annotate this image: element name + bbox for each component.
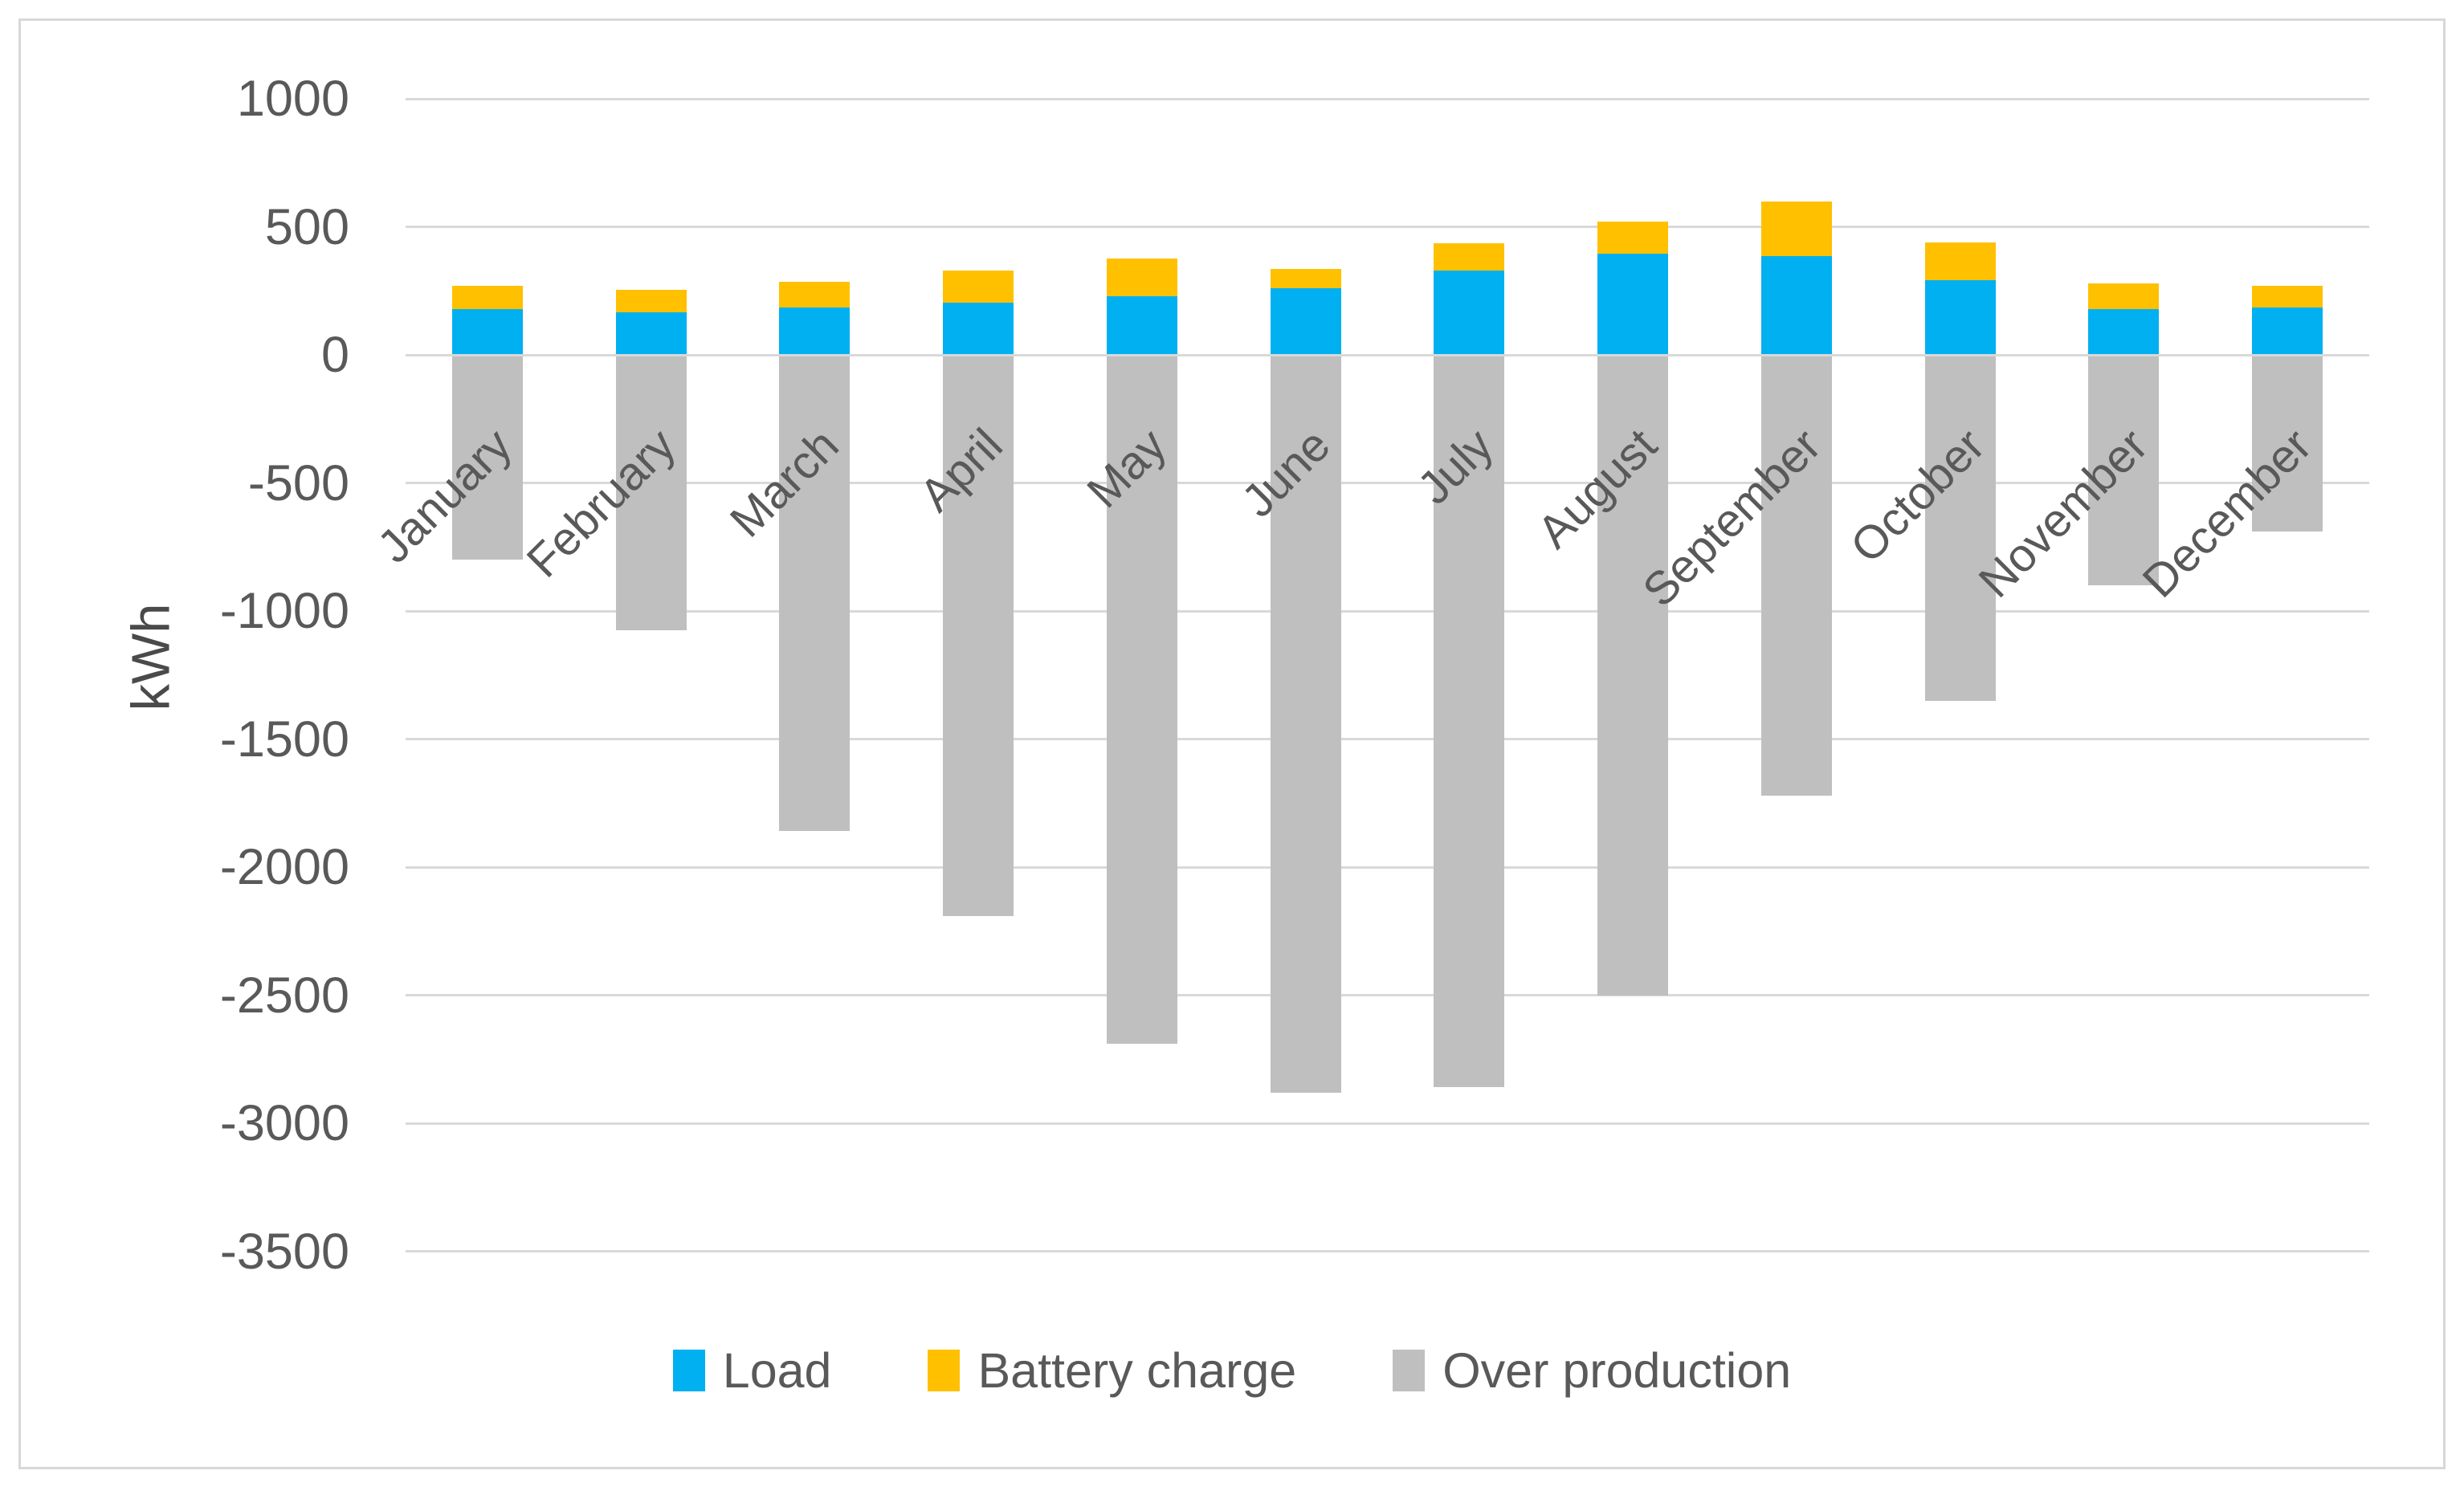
bar-over-April bbox=[943, 356, 1014, 916]
gridline-500 bbox=[406, 226, 2369, 228]
legend-label: Over production bbox=[1442, 1343, 1792, 1398]
bar-over-November bbox=[2088, 356, 2160, 586]
bar-battery-August bbox=[1597, 222, 1669, 254]
bar-battery-June bbox=[1270, 269, 1341, 289]
bar-over-September bbox=[1760, 356, 1832, 796]
gridline--2000 bbox=[406, 866, 2369, 869]
gridline--3000 bbox=[406, 1122, 2369, 1125]
bar-over-December bbox=[2252, 356, 2323, 532]
y-axis-title: kWh bbox=[120, 603, 182, 711]
bar-load-April bbox=[943, 302, 1014, 354]
y-tick-label--1000: -1000 bbox=[219, 583, 349, 639]
bar-over-May bbox=[1106, 356, 1177, 1045]
gridline--2500 bbox=[406, 994, 2369, 996]
bar-battery-February bbox=[615, 289, 687, 313]
y-tick-label-1000: 1000 bbox=[236, 71, 349, 127]
legend-label: Load bbox=[722, 1343, 832, 1398]
legend-marker-icon bbox=[928, 1350, 961, 1391]
y-tick-label--2000: -2000 bbox=[219, 839, 349, 895]
bar-battery-September bbox=[1760, 201, 1832, 257]
y-tick-label--2500: -2500 bbox=[219, 967, 349, 1024]
bar-over-October bbox=[1924, 356, 1996, 701]
y-tick-label-0: 0 bbox=[320, 327, 349, 383]
y-tick-label--3000: -3000 bbox=[219, 1095, 349, 1151]
legend-marker-icon bbox=[672, 1350, 705, 1391]
bar-load-September bbox=[1760, 256, 1832, 354]
y-tick-label--3500: -3500 bbox=[219, 1223, 349, 1280]
bar-load-December bbox=[2252, 307, 2323, 354]
bar-load-March bbox=[779, 307, 851, 354]
gridline-0 bbox=[406, 353, 2369, 356]
legend-item-over-production: Over production bbox=[1393, 1342, 1791, 1399]
legend-item-load: Load bbox=[672, 1342, 832, 1399]
bar-load-June bbox=[1270, 288, 1341, 354]
bar-load-May bbox=[1106, 295, 1177, 354]
bar-over-June bbox=[1270, 356, 1341, 1093]
gridline--1000 bbox=[406, 609, 2369, 613]
legend-item-battery-charge: Battery charge bbox=[928, 1342, 1296, 1399]
bar-battery-March bbox=[779, 282, 851, 308]
y-tick-label--1500: -1500 bbox=[219, 711, 349, 768]
gridline-1000 bbox=[406, 97, 2369, 100]
bar-battery-November bbox=[2088, 283, 2160, 309]
bar-battery-April bbox=[943, 270, 1014, 303]
bar-over-August bbox=[1597, 356, 1669, 996]
gridline--500 bbox=[406, 482, 2369, 484]
bar-battery-July bbox=[1434, 243, 1505, 271]
gridline--3500 bbox=[406, 1250, 2369, 1252]
bar-battery-October bbox=[1924, 242, 1996, 281]
bar-load-July bbox=[1434, 270, 1505, 354]
bar-load-November bbox=[2088, 308, 2160, 354]
bar-battery-May bbox=[1106, 259, 1177, 296]
y-tick-label-500: 500 bbox=[264, 198, 349, 255]
bar-over-January bbox=[451, 356, 523, 560]
bar-over-March bbox=[779, 356, 851, 832]
bar-over-July bbox=[1434, 356, 1505, 1088]
legend-marker-icon bbox=[1393, 1350, 1426, 1391]
bar-load-January bbox=[451, 308, 523, 354]
y-tick-label--500: -500 bbox=[247, 454, 349, 511]
bar-load-February bbox=[615, 312, 687, 354]
bar-load-October bbox=[1924, 280, 1996, 354]
chart-border bbox=[18, 18, 2446, 1469]
gridline--1500 bbox=[406, 738, 2369, 740]
bar-over-February bbox=[615, 356, 687, 630]
bar-load-August bbox=[1597, 253, 1669, 354]
bar-battery-December bbox=[2252, 285, 2323, 308]
legend: Load Battery charge Over production bbox=[0, 1342, 2464, 1399]
bar-battery-January bbox=[451, 285, 523, 309]
legend-label: Battery charge bbox=[977, 1343, 1297, 1398]
